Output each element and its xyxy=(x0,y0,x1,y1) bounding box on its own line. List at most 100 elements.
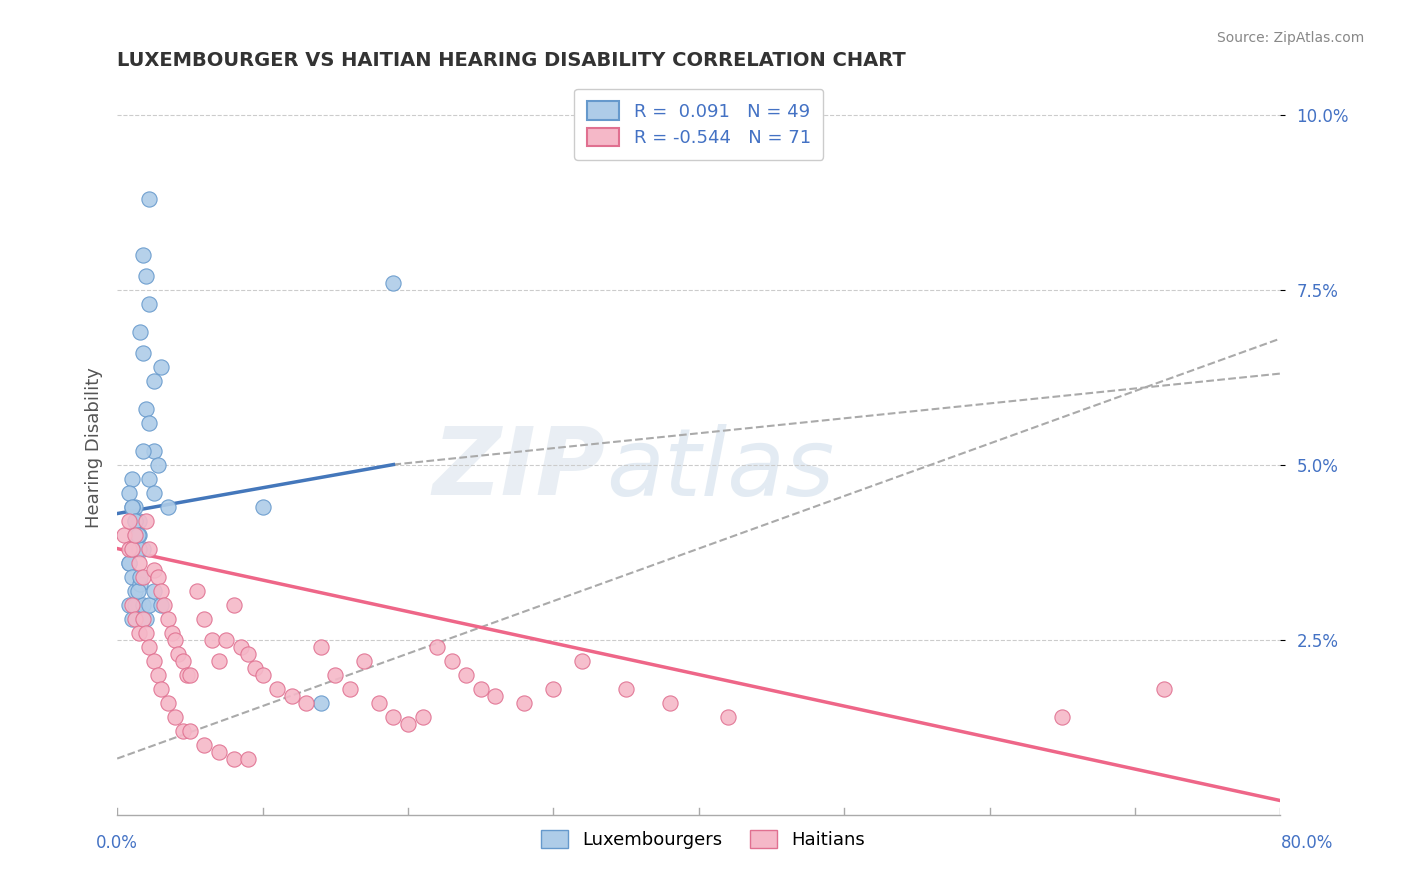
Point xyxy=(128,556,150,570)
Point xyxy=(124,527,146,541)
Point xyxy=(367,696,389,710)
Point xyxy=(146,667,169,681)
Point xyxy=(124,598,146,612)
Point xyxy=(426,640,449,654)
Text: Source: ZipAtlas.com: Source: ZipAtlas.com xyxy=(1216,31,1364,45)
Point xyxy=(456,667,478,681)
Point xyxy=(186,583,208,598)
Point xyxy=(135,268,157,283)
Point xyxy=(571,654,593,668)
Point xyxy=(128,514,150,528)
Point xyxy=(149,681,172,696)
Point xyxy=(121,500,143,514)
Point xyxy=(132,541,155,556)
Point xyxy=(146,458,169,472)
Point xyxy=(382,276,405,290)
Point xyxy=(157,500,180,514)
Point xyxy=(470,681,492,696)
Point xyxy=(129,325,152,339)
Point xyxy=(208,745,231,759)
Point xyxy=(142,443,165,458)
Point xyxy=(127,598,149,612)
Point xyxy=(132,443,155,458)
Point xyxy=(309,640,332,654)
Point xyxy=(121,569,143,583)
Point xyxy=(121,541,143,556)
Point xyxy=(118,556,141,570)
Point xyxy=(149,359,172,374)
Point xyxy=(129,576,152,591)
Point xyxy=(339,681,361,696)
Point xyxy=(179,723,201,738)
Point xyxy=(118,514,141,528)
Point xyxy=(309,696,332,710)
Point xyxy=(129,569,152,583)
Point xyxy=(118,556,141,570)
Point xyxy=(138,598,160,612)
Point xyxy=(1153,681,1175,696)
Point xyxy=(440,654,463,668)
Point xyxy=(142,485,165,500)
Text: 80.0%: 80.0% xyxy=(1281,834,1333,852)
Point xyxy=(252,500,274,514)
Point xyxy=(124,611,146,625)
Point xyxy=(201,632,224,647)
Point xyxy=(132,611,155,625)
Point xyxy=(396,716,419,731)
Point xyxy=(146,569,169,583)
Point xyxy=(121,611,143,625)
Point xyxy=(252,667,274,681)
Point xyxy=(121,541,143,556)
Point xyxy=(165,632,187,647)
Point xyxy=(114,527,136,541)
Point xyxy=(176,667,198,681)
Point xyxy=(132,345,155,359)
Point xyxy=(128,541,150,556)
Point xyxy=(142,654,165,668)
Point xyxy=(121,598,143,612)
Point xyxy=(135,401,157,416)
Point xyxy=(128,625,150,640)
Point xyxy=(266,681,288,696)
Text: atlas: atlas xyxy=(606,424,834,515)
Point xyxy=(142,563,165,577)
Point xyxy=(149,598,172,612)
Point xyxy=(208,654,231,668)
Point xyxy=(127,527,149,541)
Point xyxy=(215,632,238,647)
Point xyxy=(165,709,187,723)
Point xyxy=(295,696,318,710)
Point xyxy=(236,751,259,765)
Point xyxy=(138,296,160,310)
Point xyxy=(142,583,165,598)
Point xyxy=(280,689,302,703)
Point xyxy=(118,485,141,500)
Y-axis label: Hearing Disability: Hearing Disability xyxy=(86,367,103,527)
Point xyxy=(124,514,146,528)
Point xyxy=(132,247,155,261)
Point xyxy=(353,654,375,668)
Point xyxy=(135,625,157,640)
Point xyxy=(229,640,252,654)
Point xyxy=(614,681,637,696)
Point xyxy=(138,541,160,556)
Point xyxy=(245,660,267,674)
Point xyxy=(658,696,681,710)
Point xyxy=(152,598,174,612)
Point xyxy=(124,583,146,598)
Point xyxy=(222,598,245,612)
Point xyxy=(124,514,146,528)
Point xyxy=(193,738,215,752)
Point xyxy=(513,696,536,710)
Point xyxy=(138,416,160,430)
Text: 0.0%: 0.0% xyxy=(96,834,138,852)
Point xyxy=(222,751,245,765)
Point xyxy=(172,723,194,738)
Legend: R =  0.091   N = 49, R = -0.544   N = 71: R = 0.091 N = 49, R = -0.544 N = 71 xyxy=(574,88,824,160)
Point xyxy=(118,598,141,612)
Point xyxy=(157,696,180,710)
Point xyxy=(121,500,143,514)
Point xyxy=(135,514,157,528)
Text: LUXEMBOURGER VS HAITIAN HEARING DISABILITY CORRELATION CHART: LUXEMBOURGER VS HAITIAN HEARING DISABILI… xyxy=(117,51,905,70)
Point xyxy=(717,709,740,723)
